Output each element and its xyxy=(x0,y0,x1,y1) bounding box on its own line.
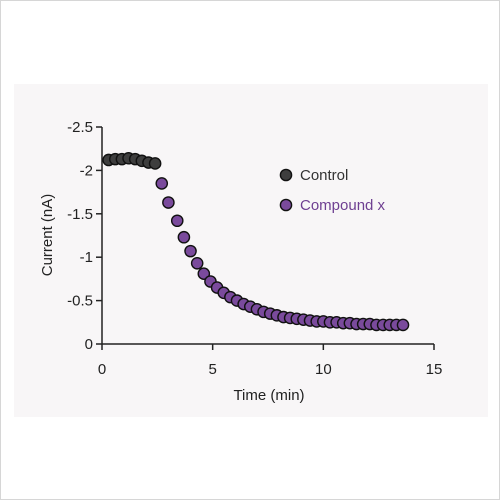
data-point xyxy=(177,230,191,244)
x-axis-label: Time (min) xyxy=(233,387,304,404)
x-tick-label: 15 xyxy=(426,361,443,378)
x-tick-label: 0 xyxy=(98,361,106,378)
y-axis-label: Current (nA) xyxy=(39,194,56,277)
data-point xyxy=(190,256,204,270)
x-tick-label: 5 xyxy=(208,361,216,378)
legend-marker xyxy=(279,198,293,212)
x-tick-label: 10 xyxy=(315,361,332,378)
y-tick-label: -2 xyxy=(80,162,93,179)
x-ticks: 0 5 10 15 xyxy=(98,344,443,378)
y-tick-label: 0 xyxy=(85,336,93,353)
series-1 xyxy=(155,177,410,332)
legend-label: Control xyxy=(300,167,348,184)
data-point xyxy=(170,214,184,228)
y-tick-label: -2.5 xyxy=(67,119,93,136)
data-point xyxy=(162,196,175,209)
axes xyxy=(101,127,434,345)
y-tick-label: -1.5 xyxy=(67,206,93,223)
chart-background xyxy=(14,84,488,417)
data-point xyxy=(155,177,169,190)
data-point xyxy=(396,318,410,332)
legend-label: Compound x xyxy=(300,197,386,214)
data-points xyxy=(102,151,410,332)
legend: Control Compound x xyxy=(279,167,386,214)
data-point xyxy=(197,267,211,280)
legend-marker xyxy=(279,168,293,182)
data-point xyxy=(148,157,162,170)
data-point xyxy=(184,244,197,258)
y-tick-label: -0.5 xyxy=(67,293,93,310)
series-0 xyxy=(102,151,162,170)
y-tick-label: -1 xyxy=(80,249,93,266)
y-ticks: 0 -0.5 -1 -1.5 -2 -2.5 xyxy=(67,119,102,353)
